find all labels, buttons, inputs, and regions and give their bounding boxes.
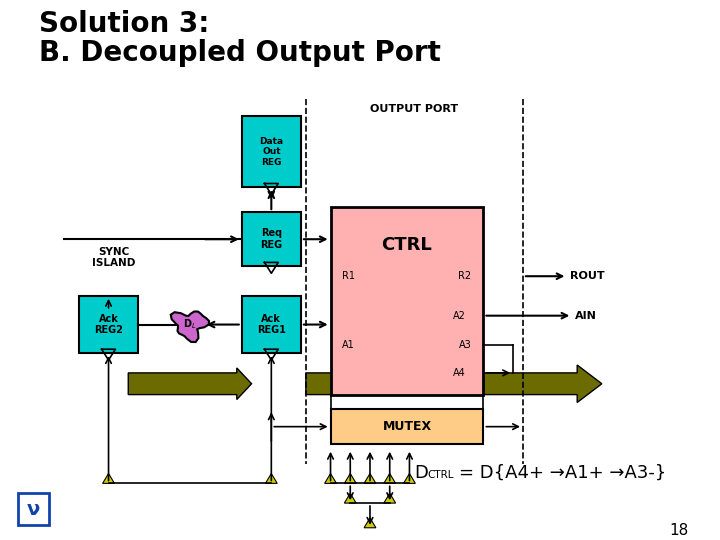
Text: R1: R1	[343, 271, 356, 281]
Text: = D{A4+ →A1+ →A3-}: = D{A4+ →A1+ →A3-}	[459, 464, 666, 482]
FancyBboxPatch shape	[242, 296, 301, 353]
FancyBboxPatch shape	[79, 296, 138, 353]
Text: Data
Out
REG: Data Out REG	[259, 137, 284, 167]
Text: Ack
REG1: Ack REG1	[257, 314, 286, 335]
Text: Solution 3:: Solution 3:	[40, 10, 210, 38]
Polygon shape	[103, 474, 114, 483]
Text: OUTPUT PORT: OUTPUT PORT	[370, 104, 459, 113]
Text: ROUT: ROUT	[570, 271, 605, 281]
Polygon shape	[344, 474, 356, 483]
FancyBboxPatch shape	[18, 493, 50, 525]
Text: A1: A1	[343, 340, 355, 350]
Text: B. Decoupled Output Port: B. Decoupled Output Port	[40, 39, 441, 68]
FancyBboxPatch shape	[242, 212, 301, 266]
Text: CTRL: CTRL	[427, 470, 454, 480]
Text: R2: R2	[459, 271, 472, 281]
Text: ν: ν	[27, 500, 40, 518]
Polygon shape	[266, 474, 277, 483]
Polygon shape	[171, 312, 209, 342]
Polygon shape	[344, 493, 356, 503]
Text: AIN: AIN	[575, 310, 597, 321]
Text: DATA: DATA	[426, 143, 462, 156]
FancyBboxPatch shape	[242, 117, 301, 187]
Polygon shape	[384, 493, 395, 503]
Text: D$_L$: D$_L$	[183, 318, 197, 332]
Polygon shape	[364, 518, 376, 528]
Polygon shape	[364, 474, 376, 483]
Text: 18: 18	[670, 523, 688, 538]
Text: DATA: DATA	[168, 144, 197, 154]
Text: MUTEX: MUTEX	[382, 420, 431, 433]
Text: Req
REG: Req REG	[260, 228, 282, 250]
Polygon shape	[128, 368, 251, 400]
Polygon shape	[384, 474, 395, 483]
Text: A4: A4	[453, 368, 466, 378]
Polygon shape	[325, 474, 336, 483]
FancyBboxPatch shape	[330, 207, 483, 395]
Text: Ack
REG2: Ack REG2	[94, 314, 123, 335]
Text: SYNC
ISLAND: SYNC ISLAND	[91, 247, 135, 268]
Text: D: D	[415, 464, 428, 482]
FancyBboxPatch shape	[330, 409, 483, 444]
Text: A2: A2	[453, 310, 466, 321]
Polygon shape	[403, 474, 415, 483]
Text: CTRL: CTRL	[382, 235, 433, 254]
Polygon shape	[306, 365, 602, 402]
Text: A3: A3	[459, 340, 472, 350]
